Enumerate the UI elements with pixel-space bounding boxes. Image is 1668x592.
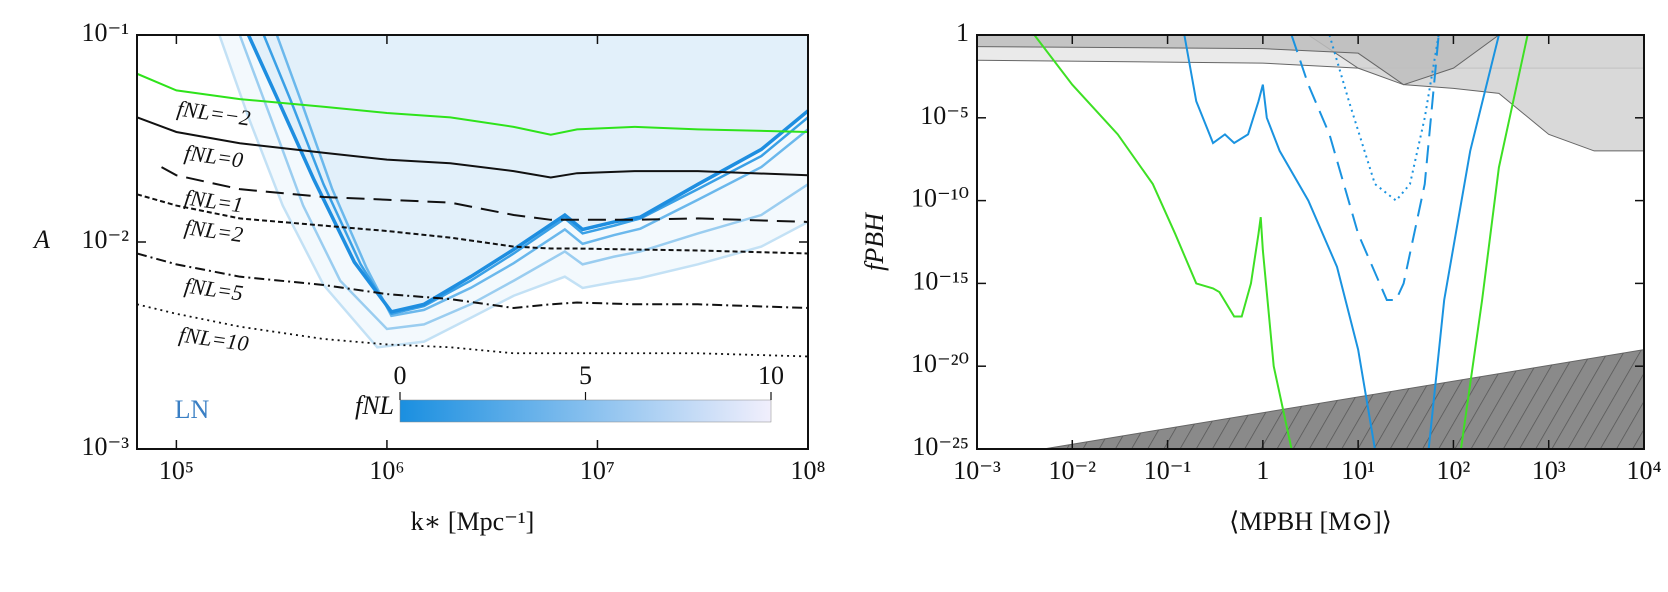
y-tick-label: 1 <box>956 18 969 47</box>
series-label: fNL=−2 <box>176 96 252 131</box>
curve <box>275 35 808 318</box>
y-axis-label: A <box>32 225 50 254</box>
y-tick-label: 10⁻²⁵ <box>912 432 969 461</box>
x-tick-label: 10⁻¹ <box>1144 456 1192 485</box>
colorbar-tick-label: 10 <box>758 361 784 390</box>
x-tick-label: 10⁴ <box>1626 456 1661 485</box>
curve <box>137 116 808 179</box>
colorbar-label: fNL <box>355 391 394 420</box>
plot-area <box>977 35 1644 449</box>
y-tick-label: 10⁻² <box>81 225 129 254</box>
x-tick-label: 10³ <box>1532 456 1566 485</box>
curve <box>262 35 808 316</box>
x-tick-label: 10⁷ <box>580 456 615 485</box>
colorbar <box>399 399 772 423</box>
series-label: fNL=2 <box>183 214 245 247</box>
x-tick-label: 10⁻³ <box>953 456 1001 485</box>
colorbar-tick-label: 5 <box>579 361 592 390</box>
series-label: fNL=5 <box>183 273 245 306</box>
curve <box>137 193 808 255</box>
x-tick-label: 10¹ <box>1341 456 1375 485</box>
y-tick-label: 10⁻³ <box>81 432 129 461</box>
y-axis-label: fPBH <box>860 212 889 271</box>
curve <box>1427 35 1500 449</box>
x-tick-label: 10⁵ <box>159 456 194 485</box>
plot-frame <box>976 34 1645 450</box>
curve <box>238 35 808 331</box>
curve <box>137 72 808 136</box>
curve <box>137 303 808 358</box>
y-tick-label: 10⁻¹⁵ <box>912 266 969 295</box>
curve <box>1183 35 1376 449</box>
y-tick-label: 10⁻¹⁰ <box>911 184 969 213</box>
x-axis-label: ⟨MPBH [M⊙]⟩ <box>1229 507 1392 536</box>
series-label: fNL=1 <box>183 185 245 218</box>
colorbar-tick-label: 0 <box>394 361 407 390</box>
constraint-region <box>977 35 1644 86</box>
x-tick-label: 10⁸ <box>790 456 825 485</box>
y-tick-label: 10⁻¹ <box>81 18 129 47</box>
curve <box>246 35 808 314</box>
x-axis-label: k∗ [Mpc⁻¹] <box>411 507 535 536</box>
curve <box>137 252 808 309</box>
series-label: fNL=0 <box>183 140 245 173</box>
y-tick-label: 10⁻²⁰ <box>911 349 969 378</box>
curve <box>161 166 808 223</box>
hatch <box>1043 349 1644 449</box>
curve <box>218 35 808 349</box>
curve <box>1290 35 1440 301</box>
curve <box>1459 35 1529 449</box>
annotation: LN <box>175 395 210 424</box>
curve <box>1033 35 1293 449</box>
plot-area <box>137 35 808 358</box>
x-tick-label: 10⁶ <box>369 456 404 485</box>
x-tick-label: 1 <box>1256 456 1269 485</box>
x-tick-label: 10⁻² <box>1049 456 1097 485</box>
series-label: fNL=10 <box>177 322 250 356</box>
y-tick-label: 10⁻⁵ <box>920 101 969 130</box>
x-tick-label: 10² <box>1437 456 1471 485</box>
